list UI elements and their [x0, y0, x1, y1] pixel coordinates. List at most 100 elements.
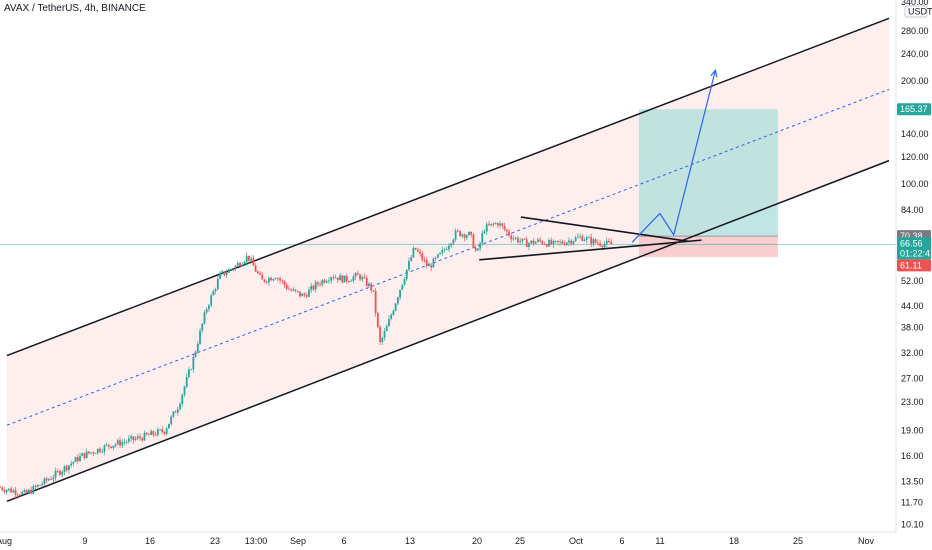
candle-body	[230, 269, 233, 271]
candle-body	[274, 278, 277, 280]
price-tick-label: 10.10	[901, 519, 924, 529]
candle-body	[201, 323, 204, 331]
candle-body	[68, 465, 70, 471]
candle-body	[568, 240, 570, 243]
candle-body	[165, 428, 168, 434]
price-tick-label: 200.00	[901, 76, 929, 86]
candle-body	[594, 239, 597, 243]
candle-body	[354, 273, 357, 277]
candle-body	[605, 240, 608, 244]
candle-body	[325, 281, 328, 283]
candle-body	[39, 484, 41, 486]
candle-body	[248, 255, 250, 261]
candle-body	[232, 269, 235, 270]
candle-body	[465, 235, 468, 238]
candle-body	[85, 451, 88, 458]
candle-body	[188, 369, 190, 378]
target-price-badge-bg	[897, 103, 931, 116]
stop-price-badge: 61.11	[900, 260, 922, 270]
candle-body	[43, 478, 46, 484]
candle-body	[219, 272, 221, 279]
candle-body	[156, 429, 159, 436]
candle-body	[376, 312, 379, 328]
channel-lower-line	[6, 159, 890, 503]
candle-body	[103, 445, 106, 452]
candle-body	[439, 252, 441, 255]
candle-body	[83, 453, 86, 458]
candle-body	[14, 490, 17, 495]
candle-body	[396, 297, 399, 304]
candle-body	[50, 479, 53, 481]
candle-body	[345, 275, 348, 282]
candle-body	[356, 273, 359, 275]
time-tick-label: 20	[472, 536, 482, 546]
candle-body	[483, 231, 486, 234]
candle-body	[576, 236, 579, 238]
candle-body	[541, 241, 544, 244]
candle-body	[110, 446, 113, 448]
candle-body	[314, 282, 317, 290]
candle-body	[563, 243, 566, 245]
channel-midline	[6, 88, 890, 426]
candle-body	[492, 223, 495, 225]
candle-body	[392, 310, 395, 315]
candle-body	[101, 451, 104, 453]
candle-body	[428, 265, 430, 267]
candle-body	[259, 273, 261, 275]
candle-body	[190, 369, 193, 371]
time-tick-label: 23	[210, 536, 220, 546]
candle-body	[223, 271, 226, 275]
candle-body	[161, 429, 164, 432]
countdown-badge: 01:22:41	[900, 248, 932, 258]
candle-body	[548, 240, 550, 247]
candle-body	[603, 243, 606, 248]
candle-body	[296, 290, 299, 292]
candle-body	[339, 275, 341, 281]
target-zone	[639, 109, 778, 237]
candle-body	[601, 245, 604, 248]
candle-body	[119, 440, 121, 446]
candle-body	[323, 280, 326, 283]
candle-body	[172, 411, 175, 417]
candle-body	[472, 234, 475, 248]
candle-body	[245, 255, 248, 262]
candle-body	[299, 291, 301, 297]
candle-body	[434, 257, 437, 259]
candle-body	[408, 261, 410, 270]
candle-body	[225, 272, 228, 275]
candle-body	[163, 431, 166, 434]
candle-body	[145, 432, 148, 435]
candle-body	[561, 241, 564, 244]
price-axis-background	[896, 0, 932, 550]
candle-body	[79, 455, 81, 462]
price-tick-label: 240.00	[901, 49, 929, 59]
candle-body	[174, 411, 177, 413]
candle-body	[292, 289, 295, 291]
candle-body	[332, 277, 335, 279]
candle-body	[514, 237, 517, 239]
candle-body	[305, 295, 308, 297]
candle-body	[334, 277, 337, 279]
candle-body	[503, 225, 506, 230]
candle-body	[476, 248, 479, 251]
candle-body	[152, 431, 155, 435]
candle-body	[454, 230, 457, 240]
candle-body	[194, 351, 197, 357]
candle-body	[425, 260, 428, 266]
candle-body	[412, 248, 415, 258]
candle-body	[192, 356, 195, 370]
candle-body	[461, 234, 464, 237]
time-tick-label: 25	[793, 536, 803, 546]
candle-body	[23, 490, 26, 492]
candle-body	[116, 440, 119, 445]
candle-body	[34, 486, 37, 487]
price-tick-label: 19.00	[901, 426, 924, 436]
candle-body	[16, 494, 19, 496]
candle-body	[136, 436, 139, 439]
candle-body	[450, 243, 453, 246]
candle-body	[321, 280, 324, 285]
chart-title: AVAX / TetherUS, 4h, BINANCE	[4, 3, 146, 14]
candle-body	[265, 281, 268, 283]
candle-body	[54, 470, 57, 478]
